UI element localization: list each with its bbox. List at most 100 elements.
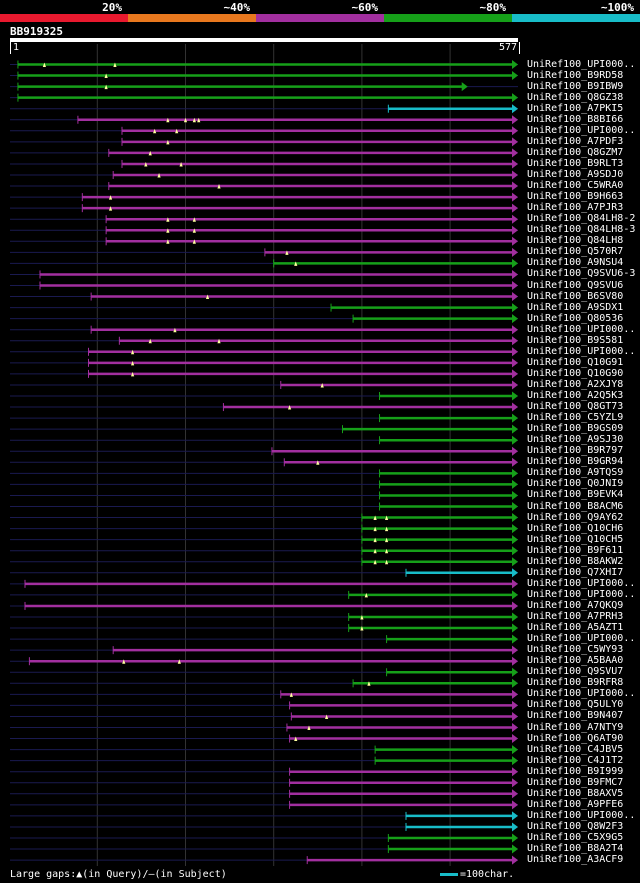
hit-label[interactable]: UniRef100_B9RD58 — [527, 69, 624, 81]
gap-marker — [197, 117, 201, 123]
hit-label[interactable]: UniRef100_UPI000.. — [527, 58, 636, 70]
hit-label[interactable]: UniRef100_Q5ULY0 — [527, 699, 624, 711]
hit-label[interactable]: UniRef100_B9IBW9 — [527, 80, 624, 92]
hit-label[interactable]: UniRef100_Q80536 — [527, 312, 624, 324]
query-bar — [10, 38, 518, 42]
hit-label[interactable]: UniRef100_A3ACF9 — [527, 854, 624, 866]
hit-label[interactable]: UniRef100_A9SDX1 — [527, 301, 624, 313]
hit-label[interactable]: UniRef100_Q84LH8 — [527, 235, 624, 247]
hit-label[interactable]: UniRef100_Q10CH6 — [527, 522, 624, 534]
hit-label[interactable]: UniRef100_Q8W2F3 — [527, 820, 624, 832]
hit-label[interactable]: UniRef100_UPI000.. — [527, 809, 636, 821]
hit-label[interactable]: UniRef100_B8AXV5 — [527, 787, 624, 799]
hit-label[interactable]: UniRef100_Q8GZM7 — [527, 146, 624, 158]
hit-label[interactable]: UniRef100_UPI000.. — [527, 588, 636, 600]
hit-label[interactable]: UniRef100_Q8GZ38 — [527, 91, 624, 103]
hit-label[interactable]: UniRef100_C5WY93 — [527, 644, 624, 656]
gap-marker — [373, 537, 377, 543]
hit-label[interactable]: UniRef100_B8A2T4 — [527, 843, 624, 855]
hit-label[interactable]: UniRef100_A5BAA0 — [527, 655, 624, 667]
hit-arrow — [512, 524, 518, 534]
hit-row — [10, 524, 518, 534]
hit-label[interactable]: UniRef100_A2XJY8 — [527, 378, 624, 390]
gap-marker — [360, 626, 364, 631]
hit-label[interactable]: UniRef100_B9N407 — [527, 710, 624, 722]
hit-label[interactable]: UniRef100_C5WRA0 — [527, 180, 624, 192]
hit-arrow — [512, 424, 518, 434]
hit-label[interactable]: UniRef100_A9SDJ0 — [527, 169, 624, 180]
hit-label[interactable]: UniRef100_UPI000.. — [527, 577, 636, 589]
gap-marker — [360, 615, 364, 620]
legend-segment — [256, 14, 384, 22]
hit-label[interactable]: UniRef100_C4J1T2 — [527, 754, 624, 766]
hit-label[interactable]: UniRef100_Q9SVU6-3 — [527, 268, 636, 280]
hit-arrow — [512, 435, 518, 445]
hit-label[interactable]: UniRef100_B9S581 — [527, 334, 624, 346]
hit-label[interactable]: UniRef100_A9PFE6 — [527, 798, 624, 810]
hit-arrow — [512, 391, 518, 401]
hit-label[interactable]: UniRef100_Q9SVU6 — [527, 279, 624, 291]
hit-label[interactable]: UniRef100_B9H663 — [527, 191, 624, 203]
hit-label[interactable]: UniRef100_Q8GT73 — [527, 401, 624, 413]
hit-label[interactable]: UniRef100_A2Q5K3 — [527, 390, 624, 401]
hit-label[interactable]: UniRef100_A7PDF3 — [527, 135, 624, 147]
hit-label[interactable]: UniRef100_B9F611 — [527, 544, 624, 556]
hit-row — [10, 314, 518, 324]
hit-label[interactable]: UniRef100_Q6AT90 — [527, 732, 624, 744]
hit-label[interactable]: UniRef100_UPI000.. — [527, 688, 636, 700]
hit-label[interactable]: UniRef100_A7PJR3 — [527, 202, 624, 214]
hit-arrow — [512, 855, 518, 865]
hit-label[interactable]: UniRef100_B9R797 — [527, 445, 624, 457]
hit-row — [10, 402, 518, 412]
hit-label[interactable]: UniRef100_A7NTY9 — [527, 721, 624, 733]
hit-label[interactable]: UniRef100_Q10G90 — [527, 367, 624, 379]
hit-label[interactable]: UniRef100_B8BI66 — [527, 113, 624, 125]
hit-label[interactable]: UniRef100_Q10CH5 — [527, 533, 624, 545]
hit-label[interactable]: UniRef100_C5YZL9 — [527, 412, 624, 424]
hit-label[interactable]: UniRef100_B9GR94 — [527, 456, 624, 468]
hit-label[interactable]: UniRef100_Q7XHI7 — [527, 566, 624, 578]
hit-label[interactable]: UniRef100_Q84LH8-2 — [527, 213, 636, 225]
hit-label[interactable]: UniRef100_C4JBV5 — [527, 743, 624, 755]
hit-label[interactable]: UniRef100_UPI000.. — [527, 633, 636, 645]
hit-label[interactable]: UniRef100_A9NSU4 — [527, 257, 624, 269]
hit-label[interactable]: UniRef100_B9RLT3 — [527, 157, 624, 169]
hit-label[interactable]: UniRef100_B9FMC7 — [527, 776, 624, 788]
gap-marker — [113, 62, 117, 67]
hit-label[interactable]: UniRef100_B9RFR8 — [527, 677, 624, 689]
hit-label[interactable]: UniRef100_A7PKI5 — [527, 102, 624, 114]
hit-arrow — [512, 568, 518, 578]
hit-label[interactable]: UniRef100_A5AZT1 — [527, 622, 624, 634]
hit-label[interactable]: UniRef100_Q84LH8-3 — [527, 224, 636, 236]
hit-label[interactable]: UniRef100_UPI000.. — [527, 345, 636, 357]
hit-label[interactable]: UniRef100_B8AKW2 — [527, 555, 624, 567]
hit-label[interactable]: UniRef100_Q570R7 — [527, 246, 624, 258]
gap-marker — [192, 117, 196, 123]
hit-arrow — [512, 60, 518, 69]
hit-label[interactable]: UniRef100_Q0JNI9 — [527, 478, 624, 490]
hit-arrow — [512, 490, 518, 500]
hit-label[interactable]: UniRef100_B9GS09 — [527, 423, 624, 435]
hit-label[interactable]: UniRef100_Q9SVU7 — [527, 666, 624, 678]
hit-label[interactable]: UniRef100_A7PRH3 — [527, 611, 624, 622]
hit-label[interactable]: UniRef100_B8ACM6 — [527, 500, 624, 512]
hit-label[interactable]: UniRef100_A9TQS9 — [527, 467, 624, 479]
hit-label[interactable]: UniRef100_UPI000.. — [527, 323, 636, 335]
hit-row — [10, 380, 518, 390]
hit-label[interactable]: UniRef100_B9EVK4 — [527, 489, 624, 501]
hit-label[interactable]: UniRef100_Q10G91 — [527, 356, 624, 368]
hit-label[interactable]: UniRef100_A9SJ30 — [527, 434, 624, 446]
hit-arrow — [512, 789, 518, 799]
hit-label[interactable]: UniRef100_B6SV80 — [527, 290, 624, 302]
hit-arrow — [512, 336, 518, 346]
hit-label[interactable]: UniRef100_UPI000.. — [527, 124, 636, 136]
hit-arrow — [512, 170, 518, 180]
hit-row — [10, 303, 518, 313]
hit-label[interactable]: UniRef100_Q9AY62 — [527, 511, 624, 523]
gap-marker — [144, 161, 148, 167]
hit-arrow — [512, 667, 518, 677]
hit-label[interactable]: UniRef100_A7QKQ9 — [527, 599, 624, 611]
hit-label[interactable]: UniRef100_C5X9G5 — [527, 832, 624, 843]
hit-row — [10, 192, 518, 202]
hit-label[interactable]: UniRef100_B9I999 — [527, 765, 624, 777]
